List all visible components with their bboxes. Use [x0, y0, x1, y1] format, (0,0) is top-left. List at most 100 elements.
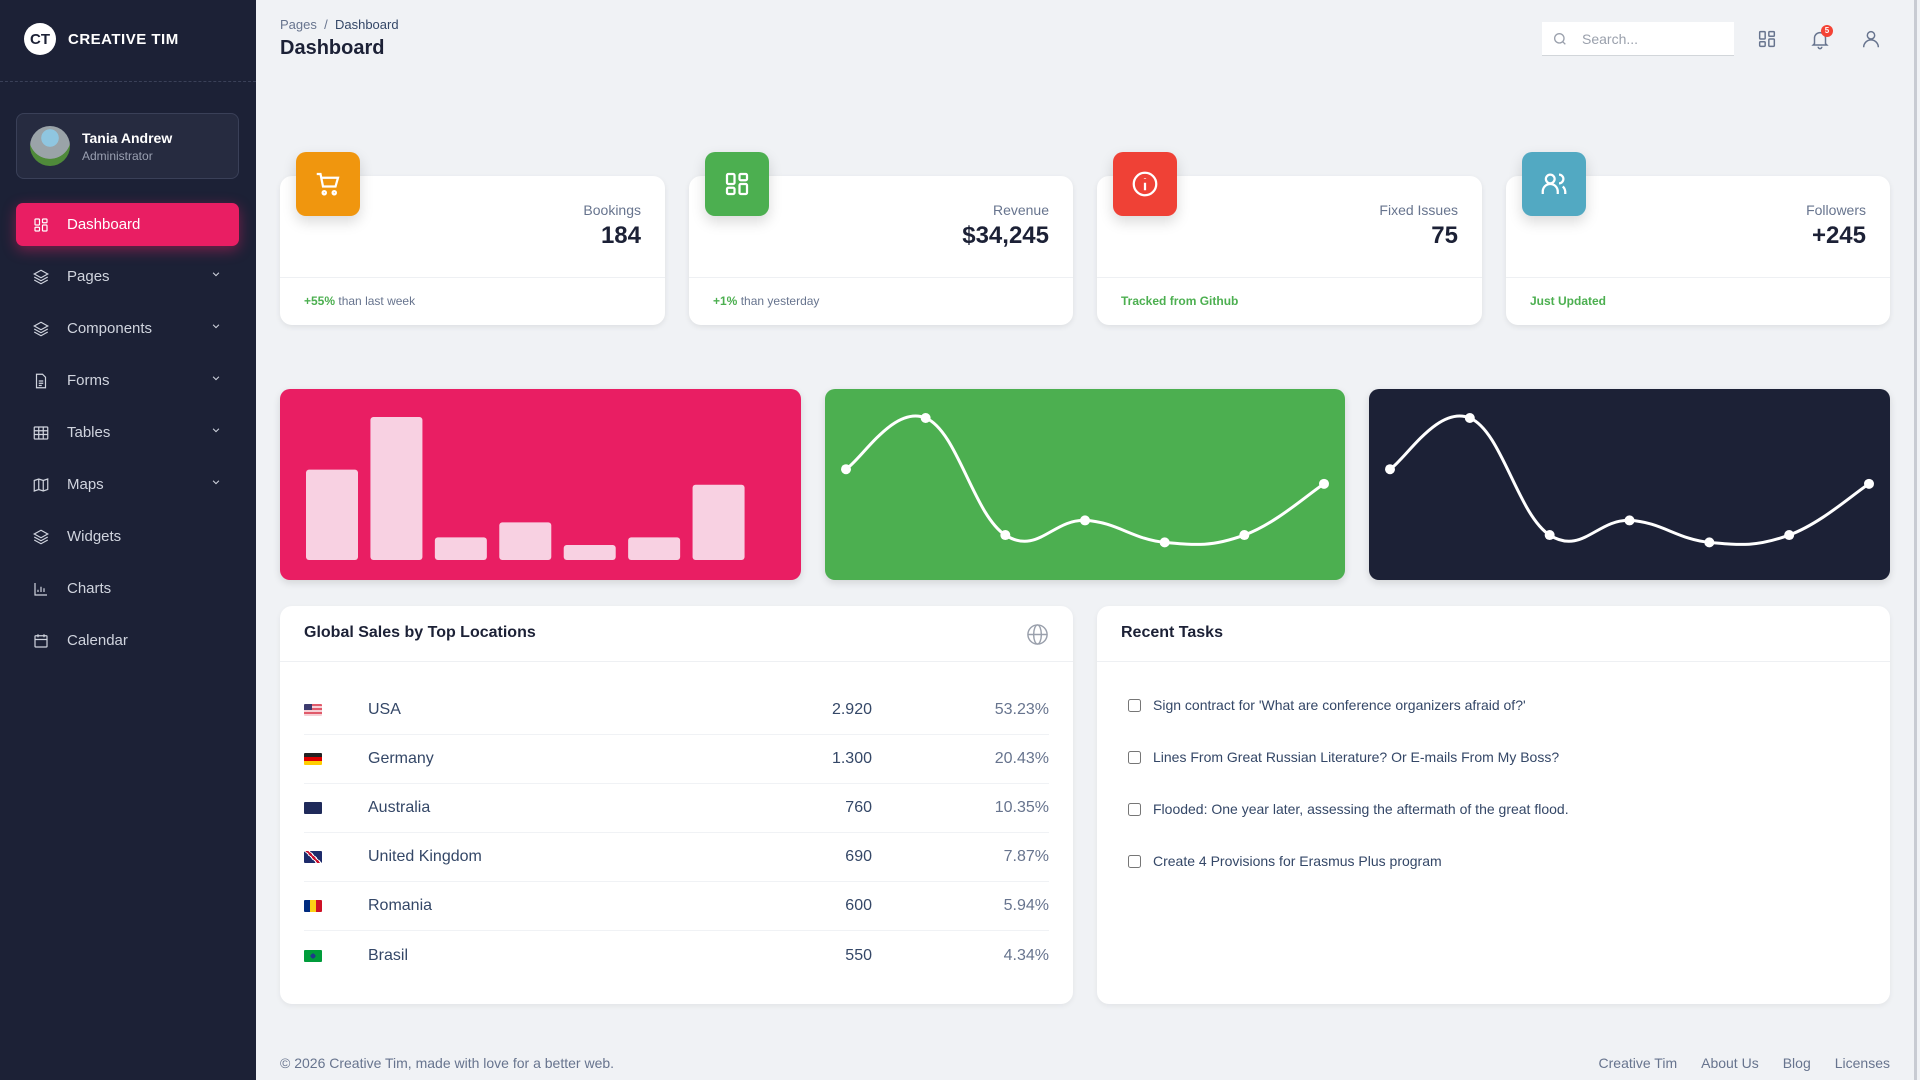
- data-point[interactable]: [1784, 530, 1795, 541]
- sidebar-item-label: Calendar: [67, 632, 128, 649]
- sidebar-item-label: Components: [67, 320, 153, 337]
- task-checkbox[interactable]: [1128, 750, 1141, 764]
- info-icon: [1132, 171, 1158, 197]
- sidebar-item-charts[interactable]: Charts: [16, 567, 239, 610]
- line-chart-card-dark: [1369, 389, 1890, 580]
- sales-value: 1.300: [831, 750, 872, 767]
- table-row: USA 2.920 53.23%: [304, 686, 1049, 735]
- task-checkbox[interactable]: [1128, 698, 1141, 712]
- flag-icon: [304, 949, 322, 962]
- bar[interactable]: [434, 537, 487, 560]
- data-point[interactable]: [1385, 464, 1395, 475]
- task-item[interactable]: Flooded: One year later, assessing the a…: [1128, 801, 1569, 817]
- data-point[interactable]: [1000, 530, 1011, 541]
- stat-card-bookings: Bookings 184 +55% than last week: [280, 152, 665, 325]
- stat-delta: +1%: [713, 294, 738, 308]
- footer-link-about-us[interactable]: About Us: [1701, 1055, 1759, 1071]
- chevron-down-icon[interactable]: [211, 425, 221, 435]
- data-point[interactable]: [1464, 413, 1475, 423]
- stat-label: Bookings: [583, 202, 641, 218]
- grid-icon: [1758, 30, 1776, 48]
- stat-value: +245: [1811, 222, 1866, 249]
- task-item[interactable]: Create 4 Provisions for Erasmus Plus pro…: [1128, 853, 1442, 869]
- data-point[interactable]: [1159, 537, 1170, 548]
- task-text: Lines From Great Russian Literature? Or …: [1153, 749, 1560, 765]
- sidebar-item-components[interactable]: Components: [16, 307, 239, 350]
- cart-icon: [316, 172, 340, 196]
- task-checkbox[interactable]: [1128, 854, 1141, 868]
- bar[interactable]: [563, 544, 616, 560]
- bar[interactable]: [306, 469, 358, 560]
- bar[interactable]: [499, 522, 552, 560]
- data-point[interactable]: [1080, 515, 1090, 526]
- breadcrumb: Pages / Dashboard: [280, 17, 399, 32]
- sidebar-item-pages[interactable]: Pages: [16, 255, 239, 298]
- chevron-down-icon[interactable]: [211, 373, 221, 383]
- sidebar-item-maps[interactable]: Maps: [16, 463, 239, 506]
- country-name: Romania: [368, 897, 433, 914]
- data-point[interactable]: [1544, 530, 1555, 541]
- sidebar-item-label: Pages: [67, 268, 110, 285]
- breadcrumb-pages[interactable]: Pages: [280, 17, 317, 32]
- data-point[interactable]: [920, 413, 931, 423]
- brand-logo[interactable]: CT CREATIVE TIM: [24, 23, 179, 55]
- table-row: Germany 1.300 20.43%: [304, 735, 1049, 784]
- country-name: Australia: [368, 799, 431, 816]
- bar[interactable]: [370, 417, 423, 560]
- card-title: Global Sales by Top Locations: [304, 624, 536, 641]
- chart-svg: [1385, 413, 1874, 548]
- sidebar-item-calendar[interactable]: Calendar: [16, 619, 239, 662]
- footer-link-blog[interactable]: Blog: [1782, 1055, 1811, 1071]
- line-chart-card-green: [825, 389, 1345, 580]
- bar[interactable]: [692, 484, 745, 560]
- table-row: United Kingdom 690 7.87%: [304, 833, 1049, 882]
- stat-note: Tracked from Github: [1121, 294, 1239, 308]
- country-name: USA: [368, 701, 401, 718]
- sidebar-item-widgets[interactable]: Widgets: [16, 515, 239, 558]
- flag-icon: [304, 802, 322, 814]
- data-point[interactable]: [1319, 478, 1329, 489]
- stat-icon-box: [705, 152, 769, 216]
- flag-icon: [304, 900, 322, 912]
- footer-link-licenses[interactable]: Licenses: [1834, 1055, 1890, 1071]
- chevron-down-icon[interactable]: [211, 477, 221, 487]
- table-row: Australia 760 10.35%: [304, 784, 1049, 833]
- data-point[interactable]: [1624, 515, 1635, 526]
- sidebar-item-forms[interactable]: Forms: [16, 359, 239, 402]
- chart-svg: [841, 413, 1329, 548]
- sidebar: CT CREATIVE TIM Tania Andrew Administrat…: [0, 0, 256, 1080]
- chevron-down-icon[interactable]: [211, 269, 221, 279]
- sidebar-item-label: Widgets: [67, 528, 122, 545]
- data-point[interactable]: [1239, 530, 1250, 541]
- task-item[interactable]: Lines From Great Russian Literature? Or …: [1128, 749, 1559, 765]
- chevron-down-icon[interactable]: [211, 321, 221, 331]
- task-text: Flooded: One year later, assessing the a…: [1153, 801, 1569, 817]
- data-point[interactable]: [841, 464, 851, 475]
- bar[interactable]: [628, 537, 681, 560]
- stat-note: Just Updated: [1530, 294, 1607, 308]
- stat-footer: +55% than last week: [304, 294, 415, 308]
- scrollbar[interactable]: [1914, 0, 1917, 1080]
- apps-button[interactable]: [1756, 28, 1778, 50]
- stat-label: Revenue: [992, 202, 1049, 218]
- avatar: [30, 126, 70, 166]
- flag-icon: [304, 704, 322, 716]
- globe-icon[interactable]: [1026, 623, 1049, 646]
- data-point[interactable]: [1704, 537, 1715, 548]
- sidebar-item-tables[interactable]: Tables: [16, 411, 239, 454]
- task-checkbox[interactable]: [1128, 802, 1141, 816]
- task-text: Create 4 Provisions for Erasmus Plus pro…: [1153, 853, 1442, 869]
- sidebar-item-dashboard[interactable]: Dashboard: [16, 203, 239, 246]
- footer-link-creative-tim[interactable]: Creative Tim: [1598, 1055, 1678, 1071]
- data-point[interactable]: [1864, 478, 1874, 489]
- stat-label: Fixed Issues: [1379, 202, 1458, 218]
- search-input[interactable]: [1582, 30, 1722, 47]
- user-profile[interactable]: Tania Andrew Administrator: [16, 113, 239, 179]
- notifications-button[interactable]: 5: [1809, 25, 1833, 50]
- task-item[interactable]: Sign contract for 'What are conference o…: [1128, 697, 1526, 713]
- user-icon: [1862, 30, 1880, 48]
- stat-value: 75: [1431, 222, 1458, 249]
- stat-divider: [689, 277, 1073, 278]
- sales-percent: 4.34%: [1003, 946, 1049, 964]
- account-button[interactable]: [1860, 28, 1882, 50]
